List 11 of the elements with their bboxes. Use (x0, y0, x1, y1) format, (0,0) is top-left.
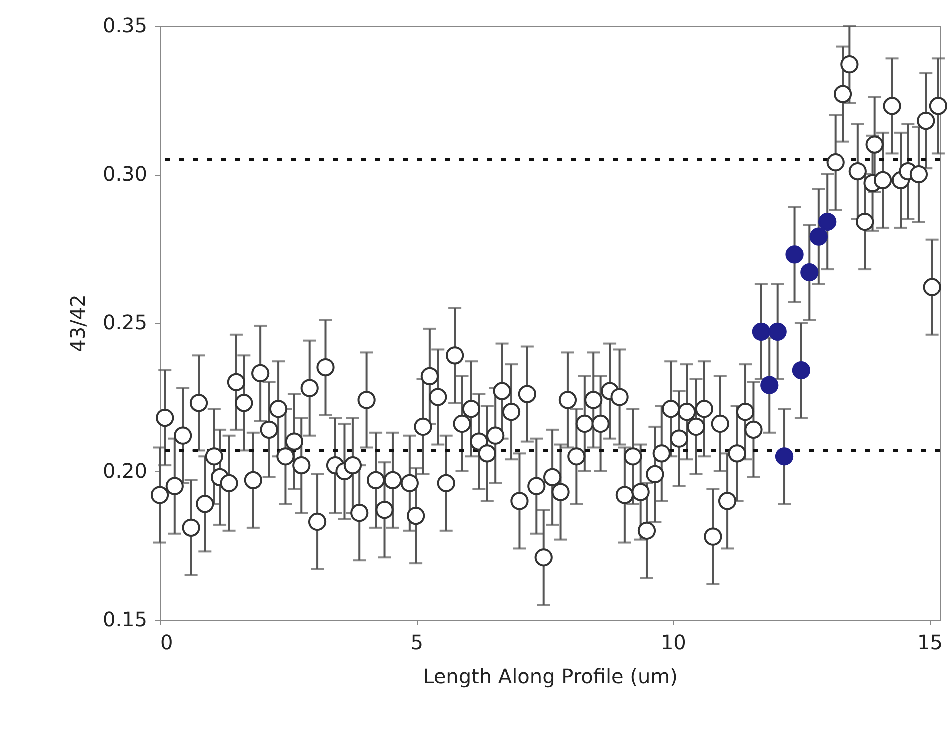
x-tick-label: 15 (918, 630, 943, 654)
y-tick-label: 0.35 (102, 14, 148, 38)
y-tick-label: 0.30 (102, 162, 148, 186)
x-tick-label: 0 (160, 630, 174, 654)
y-tick-label: 0.25 (102, 310, 148, 334)
y-tick-label: 0.15 (102, 608, 148, 632)
x-axis-title: Length Along Profile (um) (423, 664, 678, 688)
y-axis-title: 43/42 (66, 294, 90, 352)
y-tick-label: 0.20 (102, 459, 148, 483)
x-tick-label: 5 (410, 630, 424, 654)
x-tick-label: 10 (660, 630, 686, 654)
